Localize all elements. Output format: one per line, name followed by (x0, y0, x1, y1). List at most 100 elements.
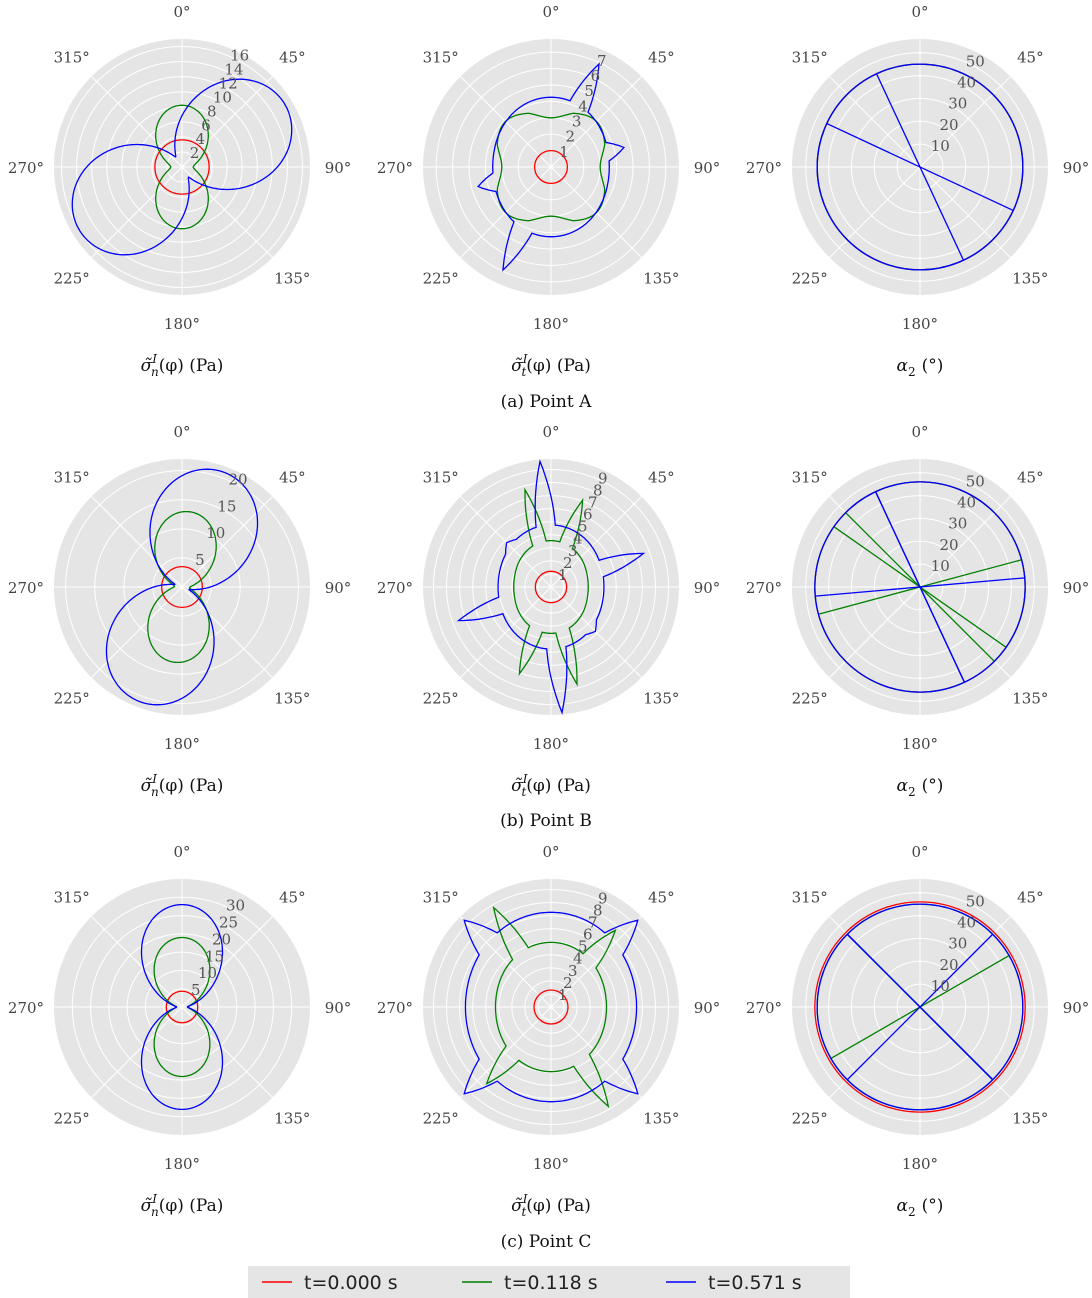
axis-label-subscript: t (521, 365, 526, 379)
series-line-t-0-571-s (105, 468, 259, 706)
axis-label-superscript: I (522, 772, 528, 786)
series-line-t-0-571-s (71, 78, 293, 256)
angle-tick-label: 45° (1017, 889, 1044, 907)
angle-tick-label: 225° (792, 269, 828, 287)
radial-tick-label: 4 (573, 530, 583, 548)
radial-tick-label: 6 (201, 116, 211, 134)
radial-tick-label: 14 (224, 61, 243, 79)
radial-tick-label: 50 (966, 892, 985, 910)
angle-tick-label: 135° (1012, 689, 1048, 707)
angle-tick-label: 315° (423, 469, 459, 487)
series-line-t-0-118-s (153, 936, 211, 1078)
radial-tick-label: 4 (578, 97, 588, 115)
radial-tick-label: 4 (196, 130, 206, 148)
axis-label-symbol: σ̃ (141, 1196, 153, 1216)
angle-tick-label: 270° (8, 999, 44, 1017)
angle-tick-label: 180° (533, 1155, 569, 1173)
axis-label-superscript: I (151, 1192, 157, 1206)
series-line-t-0-000-s (534, 570, 568, 604)
angle-tick-label: 270° (746, 159, 782, 177)
angle-tick-label: 90° (1063, 999, 1090, 1017)
angle-tick-label: 90° (325, 579, 352, 597)
angle-tick-label: 0° (911, 423, 928, 441)
axis-label-rest: (φ) (Pa) (159, 1196, 224, 1216)
series-line-t-0-000-s (533, 149, 569, 185)
angle-tick-label: 135° (274, 1109, 310, 1127)
radial-tick-label: 2 (190, 144, 200, 162)
axis-label-subscript: n (151, 365, 159, 379)
angle-tick-label: 0° (173, 3, 190, 21)
radial-tick-label: 1 (558, 986, 568, 1004)
series-line-t-0-000-s (814, 901, 1026, 1113)
angle-tick-label: 135° (643, 689, 679, 707)
axis-label-rest: (°) (922, 1196, 944, 1216)
angle-tick-label: 45° (279, 49, 306, 67)
axis-label: σ̃I n(φ) (Pa) (141, 1192, 224, 1219)
legend-label: t=0.000 s (304, 1272, 398, 1294)
angle-tick-label: 225° (792, 1109, 828, 1127)
radial-tick-label: 40 (957, 914, 976, 932)
series-diameter-line (826, 122, 1014, 212)
radial-tick-label: 8 (593, 481, 603, 499)
angle-tick-label: 135° (1012, 269, 1048, 287)
axis-label-subscript: n (151, 785, 159, 799)
angle-tick-label: 0° (542, 423, 559, 441)
grid-spoke (181, 916, 273, 1008)
grid-spoke (919, 76, 1011, 168)
subfigure-caption: (c) Point C (501, 1232, 592, 1252)
axis-label-rest: (φ) (Pa) (526, 356, 591, 376)
radial-tick-label: 5 (584, 82, 594, 100)
axis-label-symbol: σ̃ (511, 776, 523, 796)
grid-spoke (460, 1006, 552, 1098)
angle-tick-label: 225° (423, 689, 459, 707)
grid-spoke (91, 586, 183, 678)
angle-tick-label: 180° (164, 315, 200, 333)
grid-spoke (91, 1006, 183, 1098)
angle-tick-label: 45° (279, 889, 306, 907)
radial-tick-label: 8 (207, 102, 217, 120)
radial-tick-label: 20 (229, 470, 248, 488)
radial-tick-label: 25 (219, 914, 238, 932)
radial-tick-label: 2 (566, 128, 576, 146)
angle-tick-label: 135° (1012, 1109, 1048, 1127)
angle-tick-label: 225° (423, 1109, 459, 1127)
axis-label-symbol: σ̃ (511, 356, 523, 376)
radial-tick-label: 10 (206, 524, 225, 542)
grid-spoke (550, 496, 642, 588)
radial-tick-label: 10 (213, 88, 232, 106)
angle-tick-label: 180° (164, 735, 200, 753)
axis-label-superscript: I (151, 352, 157, 366)
angle-tick-label: 45° (1017, 469, 1044, 487)
radial-tick-label: 7 (597, 52, 607, 70)
radial-tick-label: 4 (573, 950, 583, 968)
angle-tick-label: 315° (54, 889, 90, 907)
axis-label: σ̃I t(φ) (Pa) (511, 352, 591, 379)
radial-tick-label: 12 (219, 75, 238, 93)
radial-tick-label: 15 (217, 497, 236, 515)
radial-tick-label: 20 (212, 930, 231, 948)
angle-tick-label: 180° (902, 1155, 938, 1173)
axis-label-subscript: 2 (908, 1205, 916, 1219)
series-line-t-0-571-s (814, 481, 1026, 693)
series-line-t-0-000-s (165, 990, 199, 1024)
angle-tick-label: 225° (423, 269, 459, 287)
axis-label-symbol: σ̃ (141, 776, 153, 796)
axis-label-superscript: I (522, 1192, 528, 1206)
axis-label-superscript: I (522, 352, 528, 366)
axis-label: σ̃I n(φ) (Pa) (141, 772, 224, 799)
grid-spoke (550, 586, 642, 678)
angle-tick-label: 0° (911, 3, 928, 21)
radial-tick-label: 20 (939, 116, 958, 134)
angle-tick-label: 45° (1017, 49, 1044, 67)
angle-tick-label: 225° (792, 689, 828, 707)
angle-tick-label: 45° (648, 469, 675, 487)
angle-tick-label: 90° (694, 159, 721, 177)
angle-tick-label: 225° (54, 1109, 90, 1127)
series-line-t-0-000-s (154, 139, 210, 195)
radial-tick-label: 5 (578, 518, 588, 536)
angle-tick-label: 315° (792, 889, 828, 907)
grid-spoke (91, 496, 183, 588)
